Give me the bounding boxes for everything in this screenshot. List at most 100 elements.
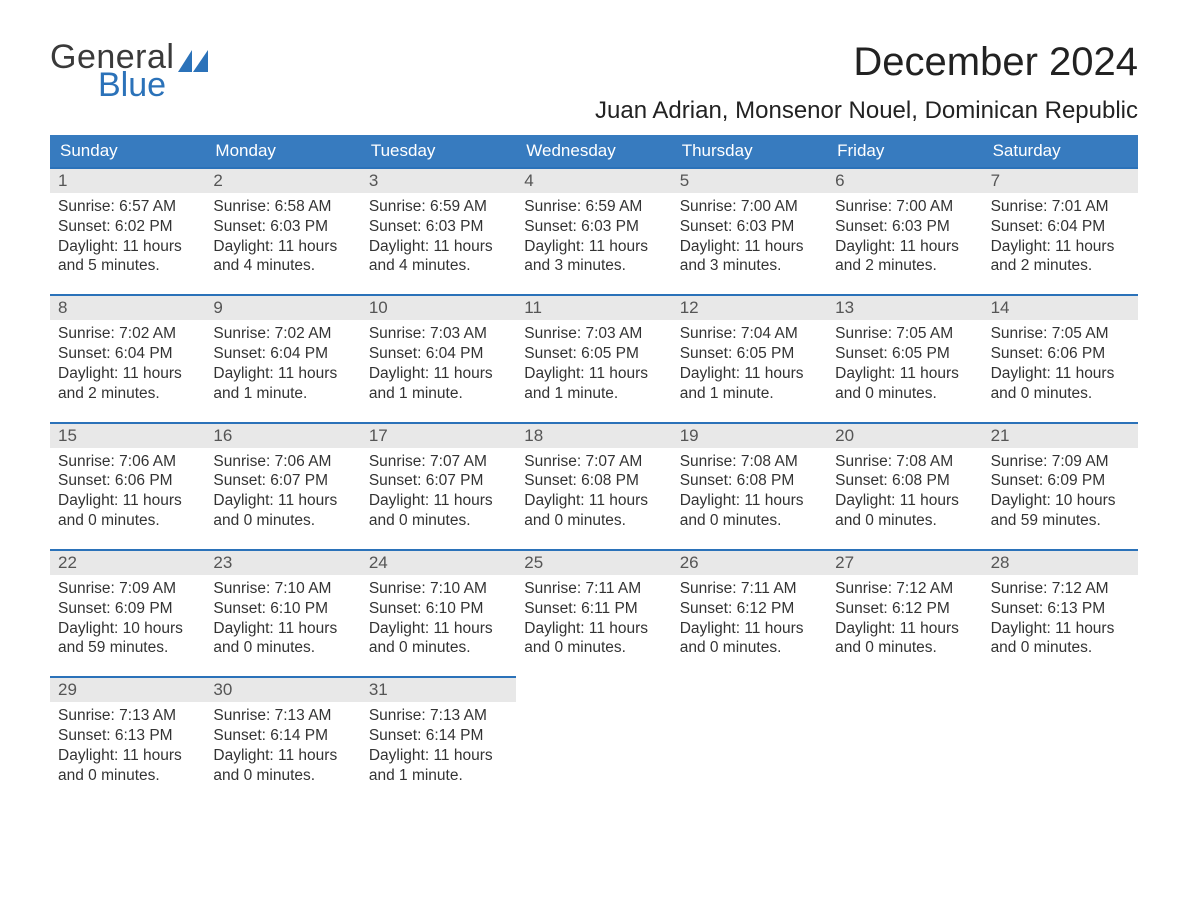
day-body: Sunrise: 7:07 AMSunset: 6:08 PMDaylight:…: [516, 448, 671, 531]
dow-header: Friday: [827, 135, 982, 167]
day-body: Sunrise: 7:03 AMSunset: 6:04 PMDaylight:…: [361, 320, 516, 403]
day-sunrise: Sunrise: 7:03 AM: [369, 324, 508, 344]
day-body: Sunrise: 6:59 AMSunset: 6:03 PMDaylight:…: [516, 193, 671, 276]
day-sunset: Sunset: 6:13 PM: [58, 726, 197, 746]
brand-logo: General Blue: [50, 40, 208, 102]
day-dl2: and 0 minutes.: [213, 766, 352, 786]
day-cell: [516, 676, 671, 803]
day-sunset: Sunset: 6:06 PM: [991, 344, 1130, 364]
day-sunset: Sunset: 6:08 PM: [835, 471, 974, 491]
day-sunset: Sunset: 6:10 PM: [213, 599, 352, 619]
day-sunrise: Sunrise: 7:13 AM: [58, 706, 197, 726]
day-dl2: and 0 minutes.: [835, 511, 974, 531]
day-dl1: Daylight: 11 hours: [213, 364, 352, 384]
dow-header: Monday: [205, 135, 360, 167]
day-body: Sunrise: 7:00 AMSunset: 6:03 PMDaylight:…: [672, 193, 827, 276]
day-sunrise: Sunrise: 7:10 AM: [369, 579, 508, 599]
day-sunset: Sunset: 6:04 PM: [58, 344, 197, 364]
day-number: 20: [827, 424, 982, 448]
day-dl1: Daylight: 11 hours: [369, 619, 508, 639]
day-number: 14: [983, 296, 1138, 320]
day-number: 15: [50, 424, 205, 448]
day-dl2: and 4 minutes.: [213, 256, 352, 276]
day-cell: 9Sunrise: 7:02 AMSunset: 6:04 PMDaylight…: [205, 294, 360, 421]
day-sunrise: Sunrise: 7:05 AM: [835, 324, 974, 344]
day-dl2: and 0 minutes.: [58, 766, 197, 786]
day-sunset: Sunset: 6:05 PM: [835, 344, 974, 364]
day-body: Sunrise: 7:02 AMSunset: 6:04 PMDaylight:…: [50, 320, 205, 403]
day-dl1: Daylight: 11 hours: [991, 237, 1130, 257]
day-cell: 24Sunrise: 7:10 AMSunset: 6:10 PMDayligh…: [361, 549, 516, 676]
dow-header: Wednesday: [516, 135, 671, 167]
day-sunrise: Sunrise: 6:59 AM: [524, 197, 663, 217]
day-sunset: Sunset: 6:13 PM: [991, 599, 1130, 619]
day-number: 5: [672, 169, 827, 193]
day-dl2: and 2 minutes.: [58, 384, 197, 404]
day-dl2: and 3 minutes.: [680, 256, 819, 276]
day-cell: 13Sunrise: 7:05 AMSunset: 6:05 PMDayligh…: [827, 294, 982, 421]
day-sunrise: Sunrise: 7:00 AM: [680, 197, 819, 217]
day-cell: 25Sunrise: 7:11 AMSunset: 6:11 PMDayligh…: [516, 549, 671, 676]
day-number: 13: [827, 296, 982, 320]
day-cell: 3Sunrise: 6:59 AMSunset: 6:03 PMDaylight…: [361, 167, 516, 294]
day-body: Sunrise: 7:10 AMSunset: 6:10 PMDaylight:…: [361, 575, 516, 658]
day-body: Sunrise: 7:11 AMSunset: 6:12 PMDaylight:…: [672, 575, 827, 658]
day-dl1: Daylight: 11 hours: [58, 237, 197, 257]
day-dl1: Daylight: 11 hours: [369, 364, 508, 384]
day-cell: 7Sunrise: 7:01 AMSunset: 6:04 PMDaylight…: [983, 167, 1138, 294]
day-sunset: Sunset: 6:03 PM: [213, 217, 352, 237]
flag-icon: [178, 50, 208, 72]
day-body: Sunrise: 7:10 AMSunset: 6:10 PMDaylight:…: [205, 575, 360, 658]
day-dl1: Daylight: 11 hours: [680, 619, 819, 639]
day-number: 31: [361, 678, 516, 702]
dow-header: Saturday: [983, 135, 1138, 167]
day-cell: 15Sunrise: 7:06 AMSunset: 6:06 PMDayligh…: [50, 422, 205, 549]
day-number: 12: [672, 296, 827, 320]
day-sunrise: Sunrise: 7:10 AM: [213, 579, 352, 599]
day-dl1: Daylight: 11 hours: [369, 746, 508, 766]
day-dl2: and 1 minute.: [213, 384, 352, 404]
day-sunrise: Sunrise: 7:13 AM: [213, 706, 352, 726]
day-sunset: Sunset: 6:03 PM: [524, 217, 663, 237]
day-sunset: Sunset: 6:08 PM: [524, 471, 663, 491]
day-dl2: and 0 minutes.: [991, 384, 1130, 404]
day-cell: 23Sunrise: 7:10 AMSunset: 6:10 PMDayligh…: [205, 549, 360, 676]
day-body: Sunrise: 7:09 AMSunset: 6:09 PMDaylight:…: [983, 448, 1138, 531]
day-cell: 5Sunrise: 7:00 AMSunset: 6:03 PMDaylight…: [672, 167, 827, 294]
day-dl2: and 2 minutes.: [835, 256, 974, 276]
day-sunset: Sunset: 6:03 PM: [369, 217, 508, 237]
day-body: Sunrise: 7:12 AMSunset: 6:13 PMDaylight:…: [983, 575, 1138, 658]
day-cell: 19Sunrise: 7:08 AMSunset: 6:08 PMDayligh…: [672, 422, 827, 549]
day-cell: [827, 676, 982, 803]
day-body: Sunrise: 7:13 AMSunset: 6:14 PMDaylight:…: [205, 702, 360, 785]
day-number: 2: [205, 169, 360, 193]
header: General Blue December 2024 Juan Adrian, …: [50, 40, 1138, 135]
day-sunset: Sunset: 6:07 PM: [369, 471, 508, 491]
day-sunset: Sunset: 6:09 PM: [58, 599, 197, 619]
calendar-grid: SundayMondayTuesdayWednesdayThursdayFrid…: [50, 135, 1138, 804]
day-dl1: Daylight: 11 hours: [680, 491, 819, 511]
day-cell: 1Sunrise: 6:57 AMSunset: 6:02 PMDaylight…: [50, 167, 205, 294]
day-cell: 26Sunrise: 7:11 AMSunset: 6:12 PMDayligh…: [672, 549, 827, 676]
day-number: 16: [205, 424, 360, 448]
day-sunset: Sunset: 6:08 PM: [680, 471, 819, 491]
day-dl1: Daylight: 11 hours: [835, 491, 974, 511]
day-dl1: Daylight: 11 hours: [58, 746, 197, 766]
day-sunset: Sunset: 6:14 PM: [213, 726, 352, 746]
day-number: 6: [827, 169, 982, 193]
day-dl2: and 0 minutes.: [835, 384, 974, 404]
day-sunrise: Sunrise: 7:09 AM: [991, 452, 1130, 472]
day-number: 21: [983, 424, 1138, 448]
day-cell: 8Sunrise: 7:02 AMSunset: 6:04 PMDaylight…: [50, 294, 205, 421]
day-number: 24: [361, 551, 516, 575]
day-body: Sunrise: 7:13 AMSunset: 6:13 PMDaylight:…: [50, 702, 205, 785]
day-number: 23: [205, 551, 360, 575]
day-dl1: Daylight: 11 hours: [213, 746, 352, 766]
day-dl1: Daylight: 11 hours: [524, 491, 663, 511]
day-number: 11: [516, 296, 671, 320]
day-body: Sunrise: 7:09 AMSunset: 6:09 PMDaylight:…: [50, 575, 205, 658]
day-sunrise: Sunrise: 7:02 AM: [213, 324, 352, 344]
day-cell: 4Sunrise: 6:59 AMSunset: 6:03 PMDaylight…: [516, 167, 671, 294]
day-dl2: and 0 minutes.: [524, 511, 663, 531]
day-sunrise: Sunrise: 7:00 AM: [835, 197, 974, 217]
